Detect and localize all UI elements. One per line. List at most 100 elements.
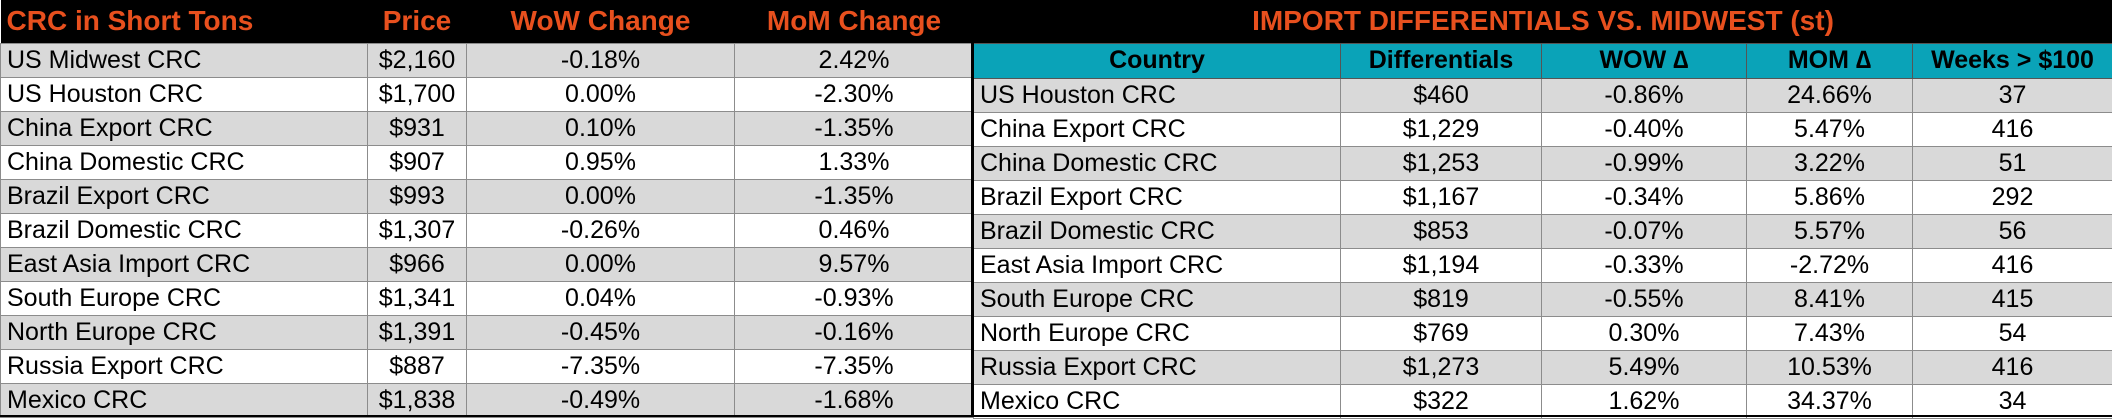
- differentials-title-row: IMPORT DIFFERENTIALS VS. MIDWEST (st): [974, 0, 2112, 43]
- crc-price-table: CRC in Short Tons Price WoW Change MoM C…: [0, 0, 974, 418]
- header-mom-change: MoM Change: [735, 0, 974, 43]
- table-row: Brazil Export CRC$1,167-0.34%5.86%292: [974, 180, 2112, 214]
- wow-change-cell: 0.00%: [467, 179, 735, 213]
- table-divider: [971, 0, 974, 417]
- wow-delta-cell: -0.86%: [1542, 78, 1747, 112]
- wow-change-cell: 0.95%: [467, 145, 735, 179]
- country-cell: US Houston CRC: [974, 78, 1341, 112]
- col-header-mom-delta: MOM ∆: [1747, 43, 1913, 78]
- price-cell: $966: [368, 247, 467, 281]
- row-name-cell: US Houston CRC: [1, 77, 368, 111]
- differential-cell: $1,273: [1341, 350, 1542, 384]
- mom-delta-cell: 10.53%: [1747, 350, 1913, 384]
- weeks-over-100-cell: 56: [1913, 214, 2112, 248]
- country-cell: Brazil Domestic CRC: [974, 214, 1341, 248]
- price-cell: $1,307: [368, 213, 467, 247]
- weeks-over-100-cell: 292: [1913, 180, 2112, 214]
- table-row: North Europe CRC$1,391-0.45%-0.16%: [1, 315, 974, 349]
- country-cell: China Export CRC: [974, 112, 1341, 146]
- country-cell: North Europe CRC: [974, 316, 1341, 350]
- differentials-column-headers: Country Differentials WOW ∆ MOM ∆ Weeks …: [974, 43, 2112, 78]
- wow-delta-cell: -0.07%: [1542, 214, 1747, 248]
- mom-change-cell: -0.16%: [735, 315, 974, 349]
- differential-cell: $853: [1341, 214, 1542, 248]
- price-cell: $1,391: [368, 315, 467, 349]
- mom-delta-cell: 24.66%: [1747, 78, 1913, 112]
- wow-delta-cell: -0.33%: [1542, 248, 1747, 282]
- mom-change-cell: -1.68%: [735, 383, 974, 417]
- differential-cell: $1,253: [1341, 146, 1542, 180]
- table-row: China Domestic CRC$1,253-0.99%3.22%51: [974, 146, 2112, 180]
- row-name-cell: Brazil Export CRC: [1, 179, 368, 213]
- row-name-cell: Mexico CRC: [1, 383, 368, 417]
- wow-delta-cell: -0.55%: [1542, 282, 1747, 316]
- country-cell: China Domestic CRC: [974, 146, 1341, 180]
- weeks-over-100-cell: 416: [1913, 350, 2112, 384]
- wow-delta-cell: 1.62%: [1542, 384, 1747, 418]
- table-row: East Asia Import CRC$1,194-0.33%-2.72%41…: [974, 248, 2112, 282]
- mom-change-cell: 2.42%: [735, 43, 974, 77]
- wow-delta-cell: -0.40%: [1542, 112, 1747, 146]
- differentials-title: IMPORT DIFFERENTIALS VS. MIDWEST (st): [974, 0, 2112, 43]
- price-cell: $1,341: [368, 281, 467, 315]
- weeks-over-100-cell: 416: [1913, 248, 2112, 282]
- mom-change-cell: -1.35%: [735, 179, 974, 213]
- mom-delta-cell: 5.57%: [1747, 214, 1913, 248]
- mom-delta-cell: 3.22%: [1747, 146, 1913, 180]
- weeks-over-100-cell: 51: [1913, 146, 2112, 180]
- table-row: Russia Export CRC$887-7.35%-7.35%: [1, 349, 974, 383]
- mom-delta-cell: 34.37%: [1747, 384, 1913, 418]
- mom-change-cell: -1.35%: [735, 111, 974, 145]
- price-cell: $907: [368, 145, 467, 179]
- mom-change-cell: -7.35%: [735, 349, 974, 383]
- country-cell: Russia Export CRC: [974, 350, 1341, 384]
- table-row: China Export CRC$1,229-0.40%5.47%416: [974, 112, 2112, 146]
- table-row: Brazil Domestic CRC$1,307-0.26%0.46%: [1, 213, 974, 247]
- differential-cell: $322: [1341, 384, 1542, 418]
- wow-change-cell: -0.18%: [467, 43, 735, 77]
- row-name-cell: South Europe CRC: [1, 281, 368, 315]
- mom-delta-cell: 5.86%: [1747, 180, 1913, 214]
- col-header-country: Country: [974, 43, 1341, 78]
- row-name-cell: North Europe CRC: [1, 315, 368, 349]
- mom-delta-cell: 8.41%: [1747, 282, 1913, 316]
- differential-cell: $1,167: [1341, 180, 1542, 214]
- weeks-over-100-cell: 415: [1913, 282, 2112, 316]
- weeks-over-100-cell: 54: [1913, 316, 2112, 350]
- table-row: South Europe CRC$819-0.55%8.41%415: [974, 282, 2112, 316]
- differential-cell: $460: [1341, 78, 1542, 112]
- weeks-over-100-cell: 37: [1913, 78, 2112, 112]
- differential-cell: $1,229: [1341, 112, 1542, 146]
- table-row: Brazil Domestic CRC$853-0.07%5.57%56: [974, 214, 2112, 248]
- price-cell: $931: [368, 111, 467, 145]
- price-cell: $1,700: [368, 77, 467, 111]
- wow-change-cell: -0.26%: [467, 213, 735, 247]
- col-header-wow-delta: WOW ∆: [1542, 43, 1747, 78]
- mom-change-cell: -2.30%: [735, 77, 974, 111]
- wow-delta-cell: -0.99%: [1542, 146, 1747, 180]
- wow-delta-cell: 0.30%: [1542, 316, 1747, 350]
- mom-change-cell: 0.46%: [735, 213, 974, 247]
- table-row: Mexico CRC$1,838-0.49%-1.68%: [1, 383, 974, 417]
- country-cell: Brazil Export CRC: [974, 180, 1341, 214]
- wow-change-cell: -7.35%: [467, 349, 735, 383]
- wow-change-cell: 0.04%: [467, 281, 735, 315]
- header-crc-short-tons: CRC in Short Tons: [1, 0, 368, 43]
- header-price: Price: [368, 0, 467, 43]
- weeks-over-100-cell: 34: [1913, 384, 2112, 418]
- row-name-cell: Brazil Domestic CRC: [1, 213, 368, 247]
- price-cell: $1,838: [368, 383, 467, 417]
- mom-delta-cell: 7.43%: [1747, 316, 1913, 350]
- differential-cell: $819: [1341, 282, 1542, 316]
- differential-cell: $769: [1341, 316, 1542, 350]
- table-row: US Houston CRC$460-0.86%24.66%37: [974, 78, 2112, 112]
- wow-change-cell: 0.00%: [467, 77, 735, 111]
